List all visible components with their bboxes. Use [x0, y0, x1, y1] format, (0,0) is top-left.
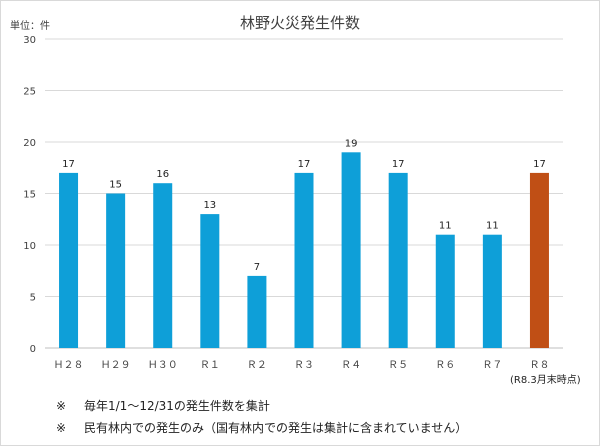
y-tick-label: 10: [23, 241, 36, 252]
bar: [294, 172, 314, 348]
data-label: 17: [62, 159, 75, 170]
x-tick-label: Ｒ２: [247, 360, 267, 371]
bar: [247, 275, 267, 348]
y-tick-label: 25: [23, 87, 36, 98]
data-label: 17: [392, 159, 405, 170]
x-tick-label: Ｒ１: [200, 360, 220, 371]
data-label: 17: [298, 159, 311, 170]
bar: [435, 234, 455, 348]
bar: [341, 152, 361, 348]
bar: [153, 183, 173, 348]
bar: [388, 172, 408, 348]
x-tick-label: Ｒ４: [341, 360, 361, 371]
last-category-note: (R8.3月末時点): [510, 375, 581, 386]
note-mark: ※: [56, 421, 67, 435]
x-tick-label: Ｈ３０: [148, 360, 178, 371]
chart-title: 林野火災発生件数: [239, 14, 360, 32]
y-tick-label: 20: [23, 138, 36, 149]
data-label: 16: [156, 169, 169, 180]
x-tick-label: Ｒ７: [482, 360, 502, 371]
note-text: 毎年1/1～12/31の発生件数を集計: [84, 399, 270, 413]
note-text: 民有林内での発生のみ（国有林内での発生は集計に含まれていません）: [84, 421, 468, 435]
x-tick-label: Ｈ２９: [101, 360, 131, 371]
note-mark: ※: [56, 399, 67, 413]
x-tick-label: Ｒ５: [388, 360, 408, 371]
note-1: ※ 毎年1/1～12/31の発生件数を集計: [56, 397, 270, 414]
bar: [200, 214, 220, 348]
data-label: 15: [109, 180, 122, 191]
y-tick-label: 30: [23, 35, 36, 46]
data-label: 11: [439, 221, 452, 232]
y-tick-label: 15: [23, 190, 36, 201]
unit-label: 単位：件: [10, 21, 50, 32]
x-tick-label: Ｒ８: [529, 360, 549, 371]
data-label: 11: [486, 221, 499, 232]
data-label: 7: [254, 262, 260, 273]
bar: [59, 172, 79, 348]
y-tick-label: 5: [30, 293, 36, 304]
y-tick-label: 0: [30, 344, 36, 355]
data-label: 19: [345, 138, 358, 149]
note-2: ※ 民有林内での発生のみ（国有林内での発生は集計に含まれていません）: [56, 419, 467, 436]
data-label: 13: [203, 200, 216, 211]
bar: [482, 234, 502, 348]
x-tick-label: Ｒ６: [435, 360, 455, 371]
x-tick-label: Ｒ３: [294, 360, 314, 371]
bar: [529, 172, 549, 348]
bar: [106, 193, 126, 348]
x-tick-label: Ｈ２８: [54, 360, 84, 371]
data-label: 17: [533, 159, 546, 170]
